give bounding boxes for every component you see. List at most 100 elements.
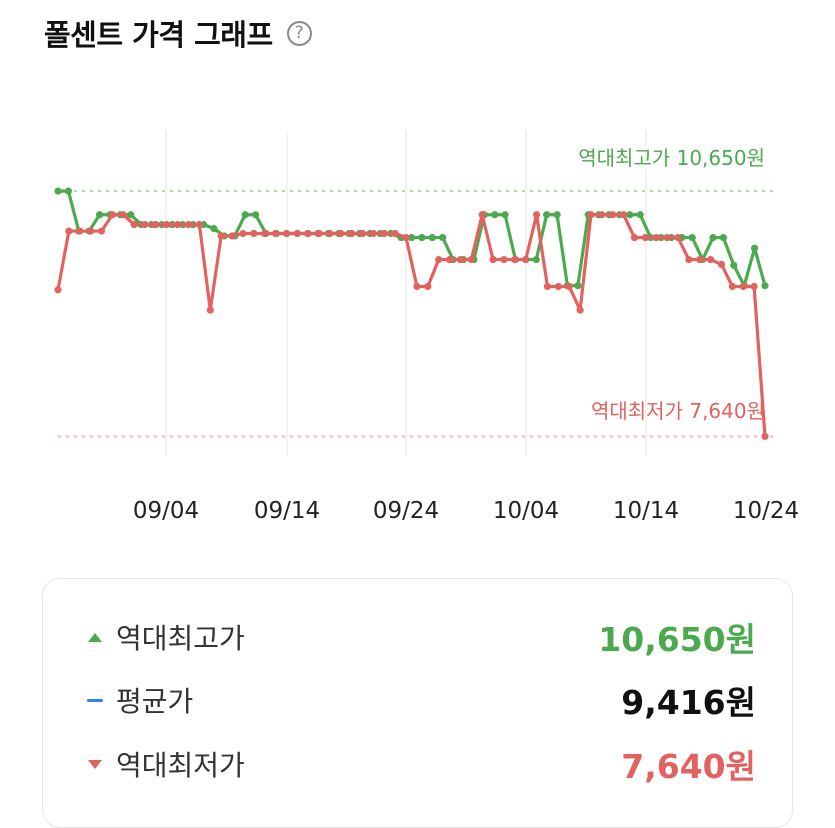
data-point	[491, 211, 499, 219]
data-point	[271, 229, 280, 238]
data-point	[439, 233, 447, 242]
summary-row-highest: 역대최고가 10,650원	[43, 607, 792, 667]
summary-value-highest: 10,650원	[598, 620, 756, 659]
summary-label-lowest: 역대최저가	[116, 749, 245, 782]
data-point	[87, 227, 95, 235]
data-point	[413, 282, 421, 291]
data-point	[228, 232, 236, 240]
data-point	[163, 220, 171, 229]
data-point	[500, 255, 508, 264]
summary-label-highest: 역대최고가	[116, 622, 245, 655]
data-point	[315, 229, 323, 238]
data-point	[565, 282, 573, 291]
data-point	[652, 233, 660, 242]
data-point	[532, 255, 540, 264]
data-point	[750, 282, 758, 291]
data-point	[751, 244, 759, 252]
data-point	[239, 229, 247, 238]
data-point	[369, 229, 378, 238]
data-point	[380, 229, 388, 238]
data-point	[141, 220, 149, 229]
data-point	[636, 211, 644, 219]
data-point	[210, 225, 218, 233]
data-point	[108, 211, 116, 219]
data-point	[206, 306, 214, 314]
data-point	[424, 282, 432, 291]
triangle-down-icon	[85, 759, 105, 769]
summary-row-average: 평균가 9,416원	[43, 670, 792, 730]
data-point	[696, 255, 704, 264]
data-point	[428, 233, 436, 242]
x-tick-label: 10/04	[493, 498, 559, 524]
data-point	[553, 211, 561, 219]
price-summary-card: 역대최고가 10,650원 평균가 9,416원 역대최저가 7,640원	[42, 578, 793, 828]
page-title: 폴센트 가격 그래프	[44, 18, 273, 52]
x-tick-label: 09/24	[373, 498, 439, 524]
data-point	[326, 229, 334, 238]
data-point	[685, 255, 693, 264]
x-tick-label: 10/24	[733, 498, 799, 524]
data-point	[717, 260, 726, 269]
data-point	[576, 306, 584, 314]
help-icon[interactable]: ?	[286, 20, 312, 46]
data-point	[761, 282, 769, 290]
data-point	[707, 255, 715, 264]
data-point	[337, 229, 345, 238]
data-point	[688, 233, 696, 242]
data-point	[598, 211, 606, 219]
dash-icon	[85, 698, 105, 702]
data-point	[65, 227, 73, 235]
data-point	[574, 282, 582, 290]
data-point	[609, 211, 617, 219]
data-point	[543, 282, 552, 291]
data-point	[501, 211, 509, 219]
data-point	[217, 232, 225, 240]
chart-header: 폴센트 가격 그래프 ?	[44, 10, 312, 56]
data-point	[467, 255, 475, 264]
data-point	[641, 233, 649, 242]
data-point	[522, 255, 530, 264]
data-point	[391, 229, 399, 238]
data-point	[127, 211, 135, 219]
data-point	[251, 211, 260, 219]
data-point	[54, 187, 62, 195]
triangle-up-icon	[85, 632, 105, 642]
data-point	[293, 229, 301, 238]
data-point	[174, 220, 182, 229]
data-point	[418, 233, 426, 242]
data-point	[445, 255, 454, 264]
reference-label: 역대최고가 10,650원	[578, 146, 765, 170]
data-point	[95, 211, 104, 219]
x-tick-label: 10/14	[613, 498, 679, 524]
x-tick-label: 09/14	[254, 498, 320, 524]
data-point	[489, 255, 497, 264]
data-point	[130, 220, 138, 229]
data-point	[184, 220, 193, 229]
data-point	[282, 229, 291, 238]
reference-label: 역대최저가 7,640원	[591, 399, 765, 423]
data-point	[456, 255, 465, 264]
data-point	[478, 211, 486, 219]
data-point	[435, 255, 443, 264]
data-point	[719, 233, 728, 242]
data-point	[543, 211, 551, 219]
data-point	[626, 211, 634, 219]
data-point	[261, 229, 269, 238]
summary-label-average: 평균가	[116, 685, 194, 718]
data-point	[554, 282, 562, 291]
data-point	[97, 227, 106, 235]
data-point	[674, 233, 682, 242]
data-point	[76, 227, 84, 235]
data-point	[630, 233, 639, 242]
data-point	[532, 211, 541, 219]
data-point	[587, 211, 595, 219]
data-point	[511, 255, 519, 264]
data-point	[195, 220, 203, 229]
data-point	[304, 229, 312, 238]
x-tick-label: 09/04	[133, 498, 199, 524]
data-point	[761, 432, 769, 441]
data-point	[250, 229, 258, 238]
summary-value-lowest: 7,640원	[621, 747, 756, 786]
data-point	[407, 233, 416, 242]
